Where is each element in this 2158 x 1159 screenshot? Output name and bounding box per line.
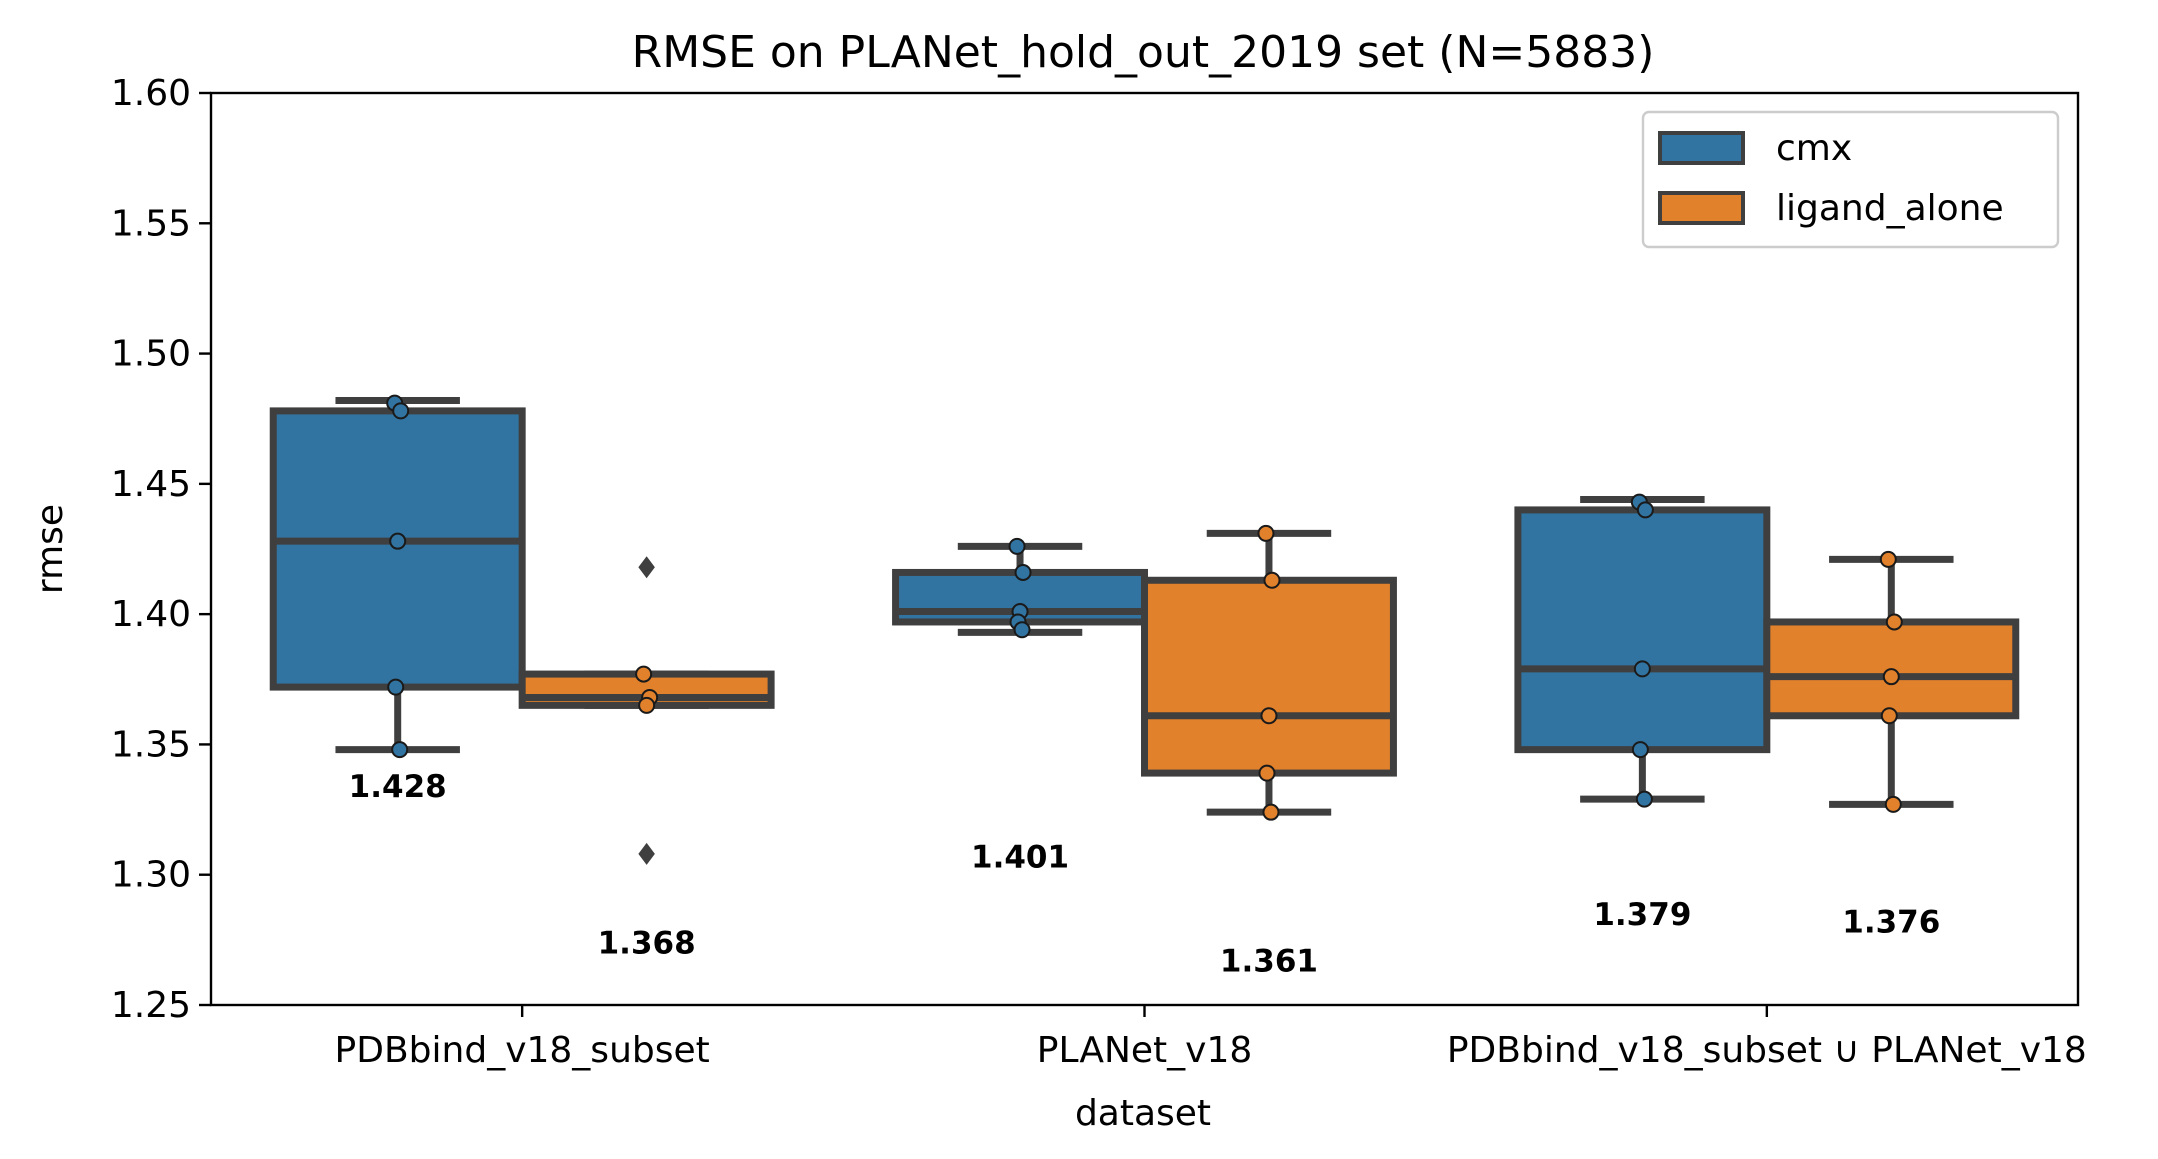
y-tick-label: 1.25 [111,985,191,1026]
plot-area: 1.428 1.401 1.379 1.368 1.361 1.376 [269,394,2020,980]
data-point [1882,668,1900,686]
legend-swatch [1658,131,1745,165]
data-point [638,696,656,714]
legend-label: ligand_alone [1776,188,2004,229]
data-point [635,665,653,683]
box-body [1514,506,1771,754]
outlier-marker [638,842,655,865]
legend-label: cmx [1776,128,1852,169]
data-point [1263,571,1281,589]
median-value-label: 1.379 [1593,897,1691,933]
data-point [1008,537,1026,555]
data-point [1260,707,1278,725]
box-cmx-1: 1.401 [892,537,1148,875]
data-point [1880,707,1898,725]
y-axis-label: rmse [30,504,71,594]
median-value-label: 1.368 [598,925,696,961]
median-value-label: 1.428 [349,769,447,805]
x-tick-label: PLANet_v18 [1037,1030,1253,1071]
y-tick-label: 1.60 [111,73,191,114]
data-point [1013,621,1031,639]
chart-title: RMSE on PLANet_hold_out_2019 set (N=5883… [632,27,1655,78]
median-value-label: 1.361 [1220,944,1318,980]
x-axis-label: dataset [1075,1093,1211,1134]
data-point [1262,803,1280,821]
box-ligand_alone-0: 1.368 [518,556,775,961]
data-point [1884,795,1902,813]
median-value-label: 1.401 [971,839,1069,875]
box-ligand_alone-2: 1.376 [1763,550,2020,941]
y-tick-label: 1.50 [111,334,191,375]
box-ligand_alone-1: 1.361 [1141,524,1397,980]
outlier-marker [638,556,655,579]
data-point [1014,563,1032,581]
data-point [1636,501,1654,519]
legend-swatch [1658,191,1745,225]
data-point [1633,660,1651,678]
x-tick-label: PDBbind_v18_subset [335,1030,710,1071]
y-tick-label: 1.45 [111,464,191,505]
data-point [1257,524,1275,542]
box-body [1141,576,1397,777]
median-value-label: 1.376 [1842,905,1940,941]
box-cmx-2: 1.379 [1514,493,1771,933]
y-tick-label: 1.55 [111,203,191,244]
data-point [1258,764,1276,782]
legend-frame [1641,110,2060,249]
box-cmx-0: 1.428 [269,394,526,805]
data-point [1635,790,1653,808]
data-point [391,741,409,759]
data-point [387,678,405,696]
y-tick-label: 1.30 [111,855,191,896]
data-point [389,532,407,550]
data-point [1885,613,1903,631]
legend: cmx ligand_alone [1641,110,2060,249]
x-tick-label: PDBbind_v18_subset ∪ PLANet_v18 [1447,1030,2087,1071]
data-point [1879,550,1897,568]
y-axis: 1.25 1.30 1.35 1.40 1.45 1.50 1.55 1.60 [111,73,211,1026]
y-tick-label: 1.40 [111,594,191,635]
data-point [1631,741,1649,759]
x-axis: PDBbind_v18_subset PLANet_v18 PDBbind_v18_… [335,1005,2087,1071]
data-point [392,402,410,420]
y-tick-label: 1.35 [111,724,191,765]
